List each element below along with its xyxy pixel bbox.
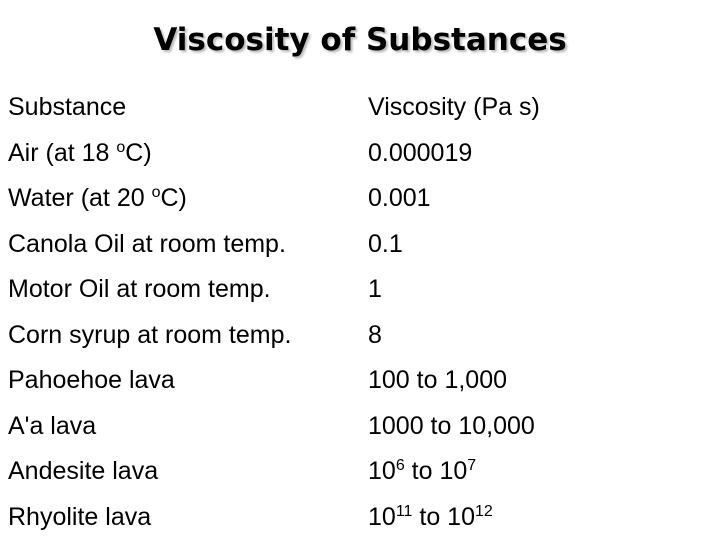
substance-header: Substance [8, 93, 127, 121]
viscosity-pahoehoe-lava: 100 to 1,000 [368, 366, 508, 394]
viscosity-andesite-lava: 106 to 107 [368, 457, 477, 485]
viscosity-air: 0.000019 [368, 138, 473, 167]
substance-air: Air (at 18 oC) [8, 138, 152, 167]
slide-title: Viscosity of Substances [153, 22, 567, 58]
substance-canola-oil: Canola Oil at room temp. [8, 229, 286, 258]
viscosity-aa-lava: 1000 to 10,000 [368, 411, 535, 440]
substance-column: Substance Air (at 18 oC) Water (at 20 oC… [8, 85, 353, 540]
substance-rhyolite-lava: Rhyolite lava [8, 502, 152, 531]
substance-aa-lava: A'a lava [8, 411, 97, 440]
substance-motor-oil: Motor Oil at room temp. [8, 275, 271, 303]
viscosity-column: Viscosity (Pa s) 0.000019 0.001 0.1 1 8 … [368, 85, 708, 540]
substance-pahoehoe-lava: Pahoehoe lava [8, 366, 175, 394]
viscosity-water: 0.001 [368, 184, 431, 212]
substance-andesite-lava: Andesite lava [8, 457, 159, 485]
viscosity-motor-oil: 1 [368, 275, 382, 303]
viscosity-canola-oil: 0.1 [368, 229, 403, 258]
viscosity-header: Viscosity (Pa s) [368, 93, 540, 121]
viscosity-corn-syrup: 8 [368, 320, 382, 349]
substance-corn-syrup: Corn syrup at room temp. [8, 320, 292, 349]
substance-water: Water (at 20 oC) [8, 184, 187, 212]
viscosity-rhyolite-lava: 1011 to 1012 [368, 502, 493, 531]
